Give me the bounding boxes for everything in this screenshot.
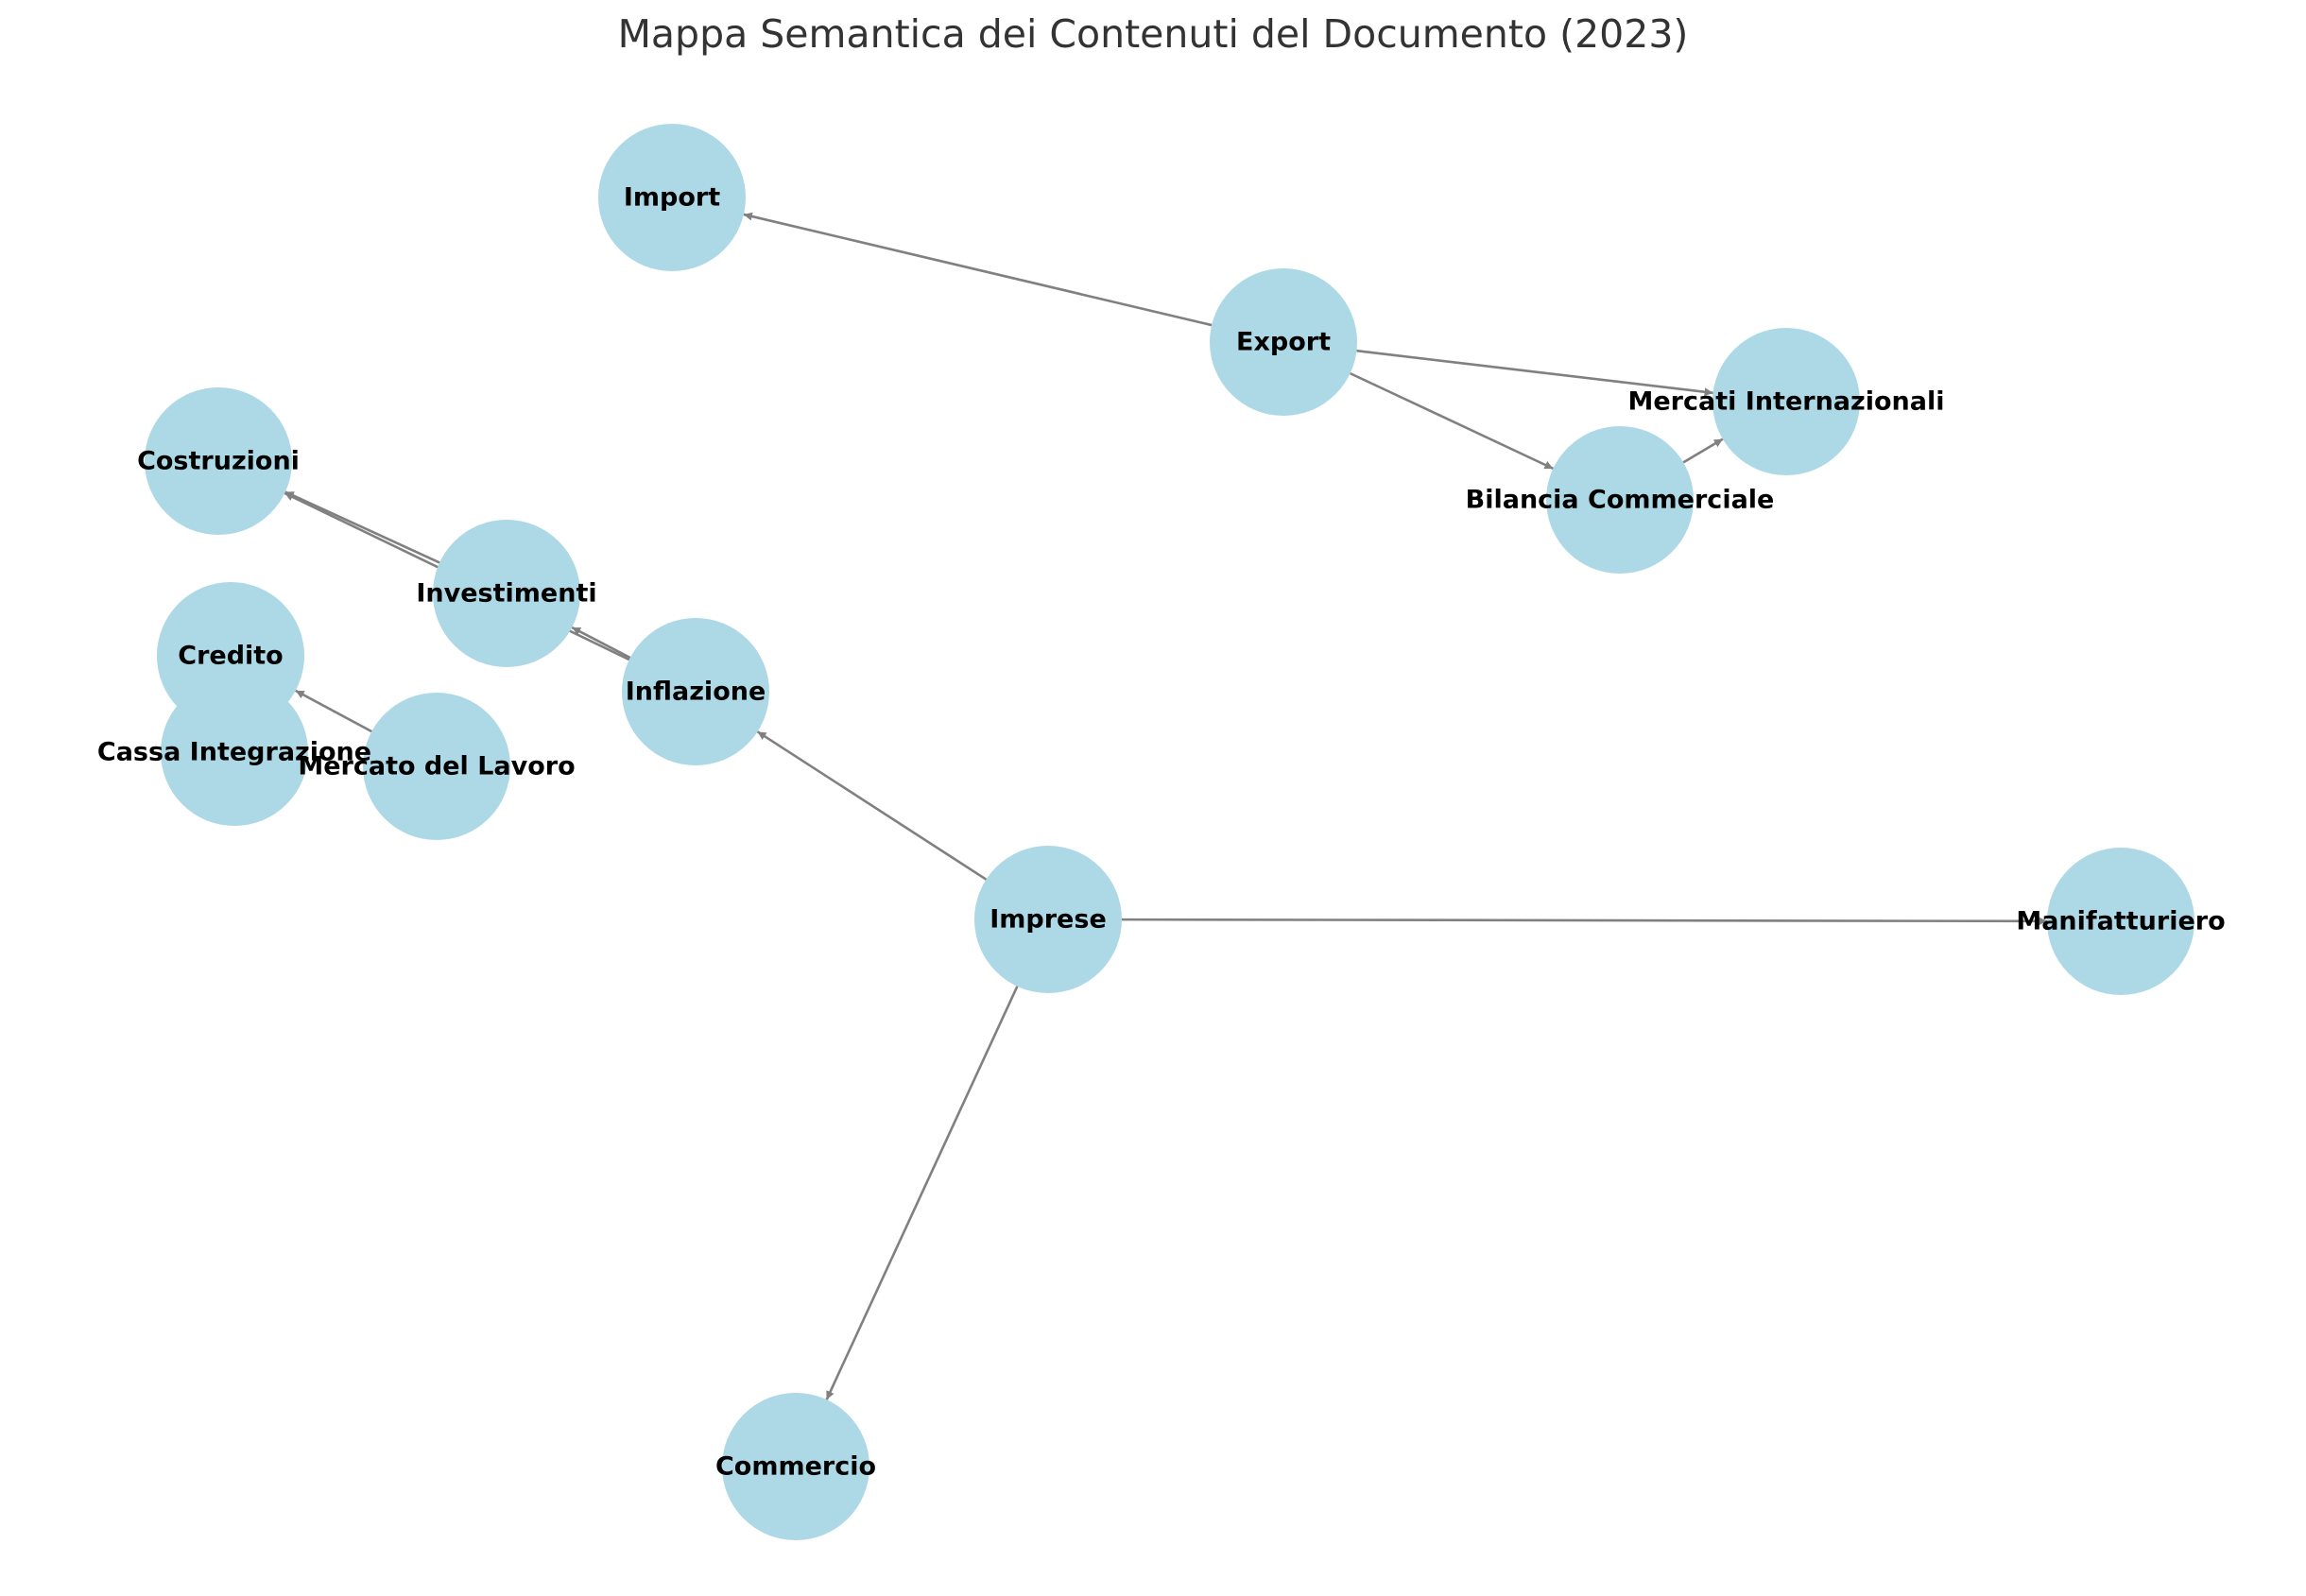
nodes-layer [145, 124, 2194, 1540]
node-label-inflazione: Inflazione [626, 678, 766, 707]
edge-imprese-to-commercio [825, 986, 1019, 1400]
node-label-investimenti: Investimenti [416, 579, 596, 609]
node-export [1210, 268, 1357, 416]
edge-export-to-mercati [1356, 349, 1713, 397]
node-label-import: Import [624, 183, 720, 213]
node-commercio [722, 1393, 869, 1540]
edge-lavoro-to-credito [295, 689, 372, 733]
node-label-export: Export [1236, 328, 1331, 357]
node-label-costruzioni: Costruzioni [137, 447, 300, 476]
edges-layer [284, 212, 2048, 1400]
node-investimenti [433, 520, 580, 667]
edge-imprese-to-manifatturiero [1121, 917, 2048, 926]
node-label-commercio: Commercio [715, 1452, 876, 1482]
node-costruzioni [145, 387, 292, 535]
edge-bilancia-to-mercati [1682, 438, 1724, 464]
node-label-bilancia: Bilancia Commerciale [1466, 486, 1775, 515]
edge-imprese-to-inflazione [756, 730, 988, 881]
edge-export-to-import [743, 212, 1213, 327]
node-mercati [1712, 328, 1860, 475]
node-label-imprese: Imprese [990, 905, 1107, 935]
node-imprese [974, 846, 1122, 993]
node-cassa [161, 678, 308, 826]
edge-export-to-bilancia [1350, 371, 1554, 471]
node-lavoro [363, 693, 510, 840]
edge-inflazione-to-investimenti [571, 626, 631, 660]
node-label-mercati: Mercati Internazionali [1628, 387, 1945, 417]
node-inflazione [622, 618, 769, 765]
labels-layer: Import Export Mercati Internazionali Bilanc… [97, 183, 2226, 1482]
edge-investimenti-to-costruzioni [284, 490, 440, 564]
node-label-manifatturiero: Manifatturiero [2016, 907, 2225, 936]
node-label-lavoro: Mercato del Lavoro [298, 752, 575, 781]
node-label-credito: Credito [178, 642, 283, 671]
node-label-cassa: Cassa Integrazione [97, 738, 371, 767]
node-bilancia [1546, 426, 1694, 574]
node-manifatturiero [2047, 848, 2194, 995]
node-import [598, 124, 746, 271]
diagram-title: Mappa Semantica dei Contenuti del Docume… [617, 11, 1689, 57]
